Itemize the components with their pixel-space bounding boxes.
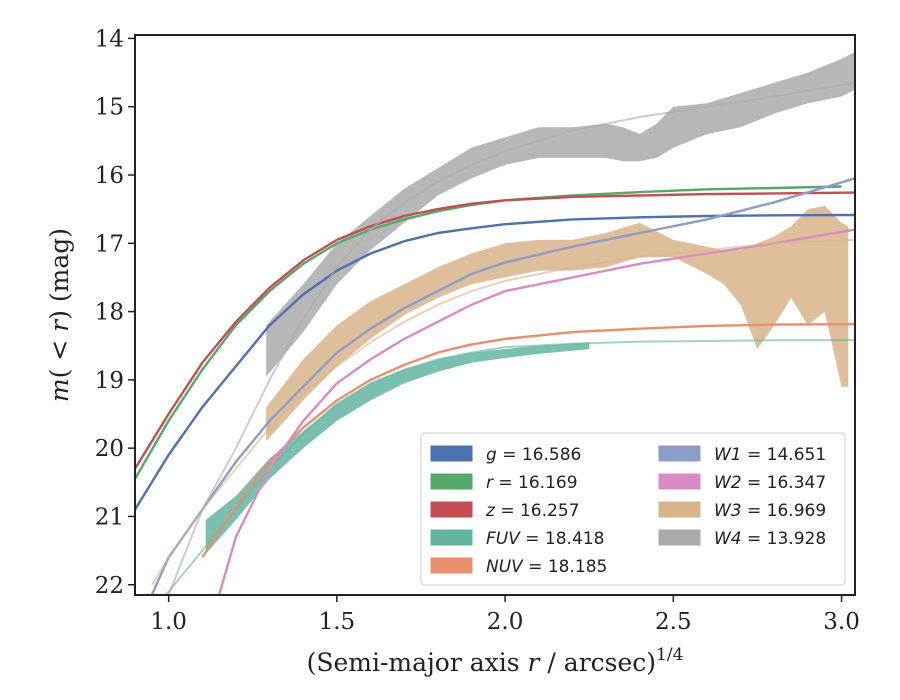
model-curves — [135, 81, 855, 595]
y-tick-label: 20 — [95, 436, 124, 462]
legend-swatch-w4 — [658, 529, 701, 546]
y-tick-label: 15 — [95, 95, 124, 121]
legend-label-g: g = 16.586 — [486, 445, 581, 465]
legend-swatch-w2 — [658, 473, 701, 490]
legend-swatch-w3 — [658, 501, 701, 518]
curve-z — [135, 191, 855, 470]
legend-label-z: z = 16.257 — [485, 501, 579, 521]
legend: g = 16.586 r = 16.169 z = 16.257 FUV = 18.4… — [420, 432, 846, 586]
y-tick-label: 14 — [95, 26, 124, 52]
legend-label-nuv: NUV = 18.185 — [486, 557, 607, 577]
y-tick-label: 21 — [95, 504, 124, 530]
y-axis-ticks: 14 15 16 17 18 19 20 21 22 — [95, 26, 135, 599]
x-tick-label: 2.5 — [655, 609, 692, 635]
curve-r — [135, 185, 842, 480]
x-axis-ticks: 1.0 1.5 2.0 2.5 3.0 — [150, 595, 860, 635]
y-tick-label: 22 — [95, 573, 124, 599]
legend-label-r: r = 16.169 — [486, 473, 578, 493]
x-tick-label: 1.5 — [319, 609, 356, 635]
legend-label-w3: W3 = 16.969 — [714, 501, 826, 521]
legend-label-w1: W1 = 14.651 — [714, 445, 826, 465]
curve-g — [135, 213, 855, 511]
y-axis-label: m( < r) (mag) — [45, 228, 74, 402]
curve-nuv — [201, 323, 855, 559]
band-w3 — [266, 205, 849, 442]
legend-swatch-nuv — [430, 557, 473, 574]
legend-swatch-fuv — [430, 529, 473, 546]
legend-swatch-z — [430, 501, 473, 518]
legend-swatch-w1 — [658, 445, 701, 462]
legend-box — [420, 432, 846, 586]
x-axis-label: (Semi-major axis r / arcsec)1/4 — [307, 645, 684, 677]
band-w4 — [266, 52, 855, 377]
curve-w2 — [217, 228, 855, 595]
legend-swatch-g — [430, 445, 473, 462]
curve-w4 — [167, 81, 855, 595]
curve-w1 — [150, 177, 855, 595]
y-tick-label: 19 — [95, 368, 124, 394]
x-tick-label: 1.0 — [150, 609, 187, 635]
legend-swatch-r — [430, 473, 473, 490]
y-tick-label: 16 — [95, 163, 124, 189]
plot-frame — [134, 34, 856, 596]
curve-w3 — [150, 238, 855, 586]
y-tick-label: 17 — [95, 231, 124, 257]
legend-label-fuv: FUV = 18.418 — [486, 529, 604, 549]
x-tick-label: 3.0 — [823, 609, 860, 635]
x-tick-label: 2.0 — [487, 609, 524, 635]
y-tick-label: 18 — [95, 300, 124, 326]
legend-label-w4: W4 = 13.928 — [714, 529, 826, 549]
legend-label-w2: W2 = 16.347 — [714, 473, 826, 493]
